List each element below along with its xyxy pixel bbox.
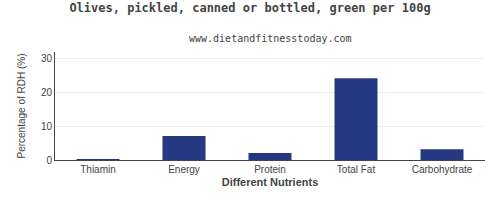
- svg-text:Protein: Protein: [254, 164, 286, 175]
- svg-text:Total Fat: Total Fat: [337, 164, 376, 175]
- svg-text:0: 0: [46, 155, 52, 166]
- svg-text:Different Nutrients: Different Nutrients: [222, 176, 319, 188]
- svg-text:20: 20: [41, 87, 53, 98]
- svg-text:www.dietandfitnesstoday.com: www.dietandfitnesstoday.com: [189, 33, 352, 44]
- svg-text:Olives, pickled, canned or bot: Olives, pickled, canned or bottled, gree…: [69, 1, 430, 15]
- svg-text:Energy: Energy: [168, 164, 200, 175]
- svg-text:30: 30: [41, 53, 53, 64]
- svg-text:Carbohydrate: Carbohydrate: [412, 164, 473, 175]
- svg-text:10: 10: [41, 121, 53, 132]
- svg-text:Percentage of RDH (%): Percentage of RDH (%): [16, 53, 27, 158]
- svg-text:Thiamin: Thiamin: [80, 164, 116, 175]
